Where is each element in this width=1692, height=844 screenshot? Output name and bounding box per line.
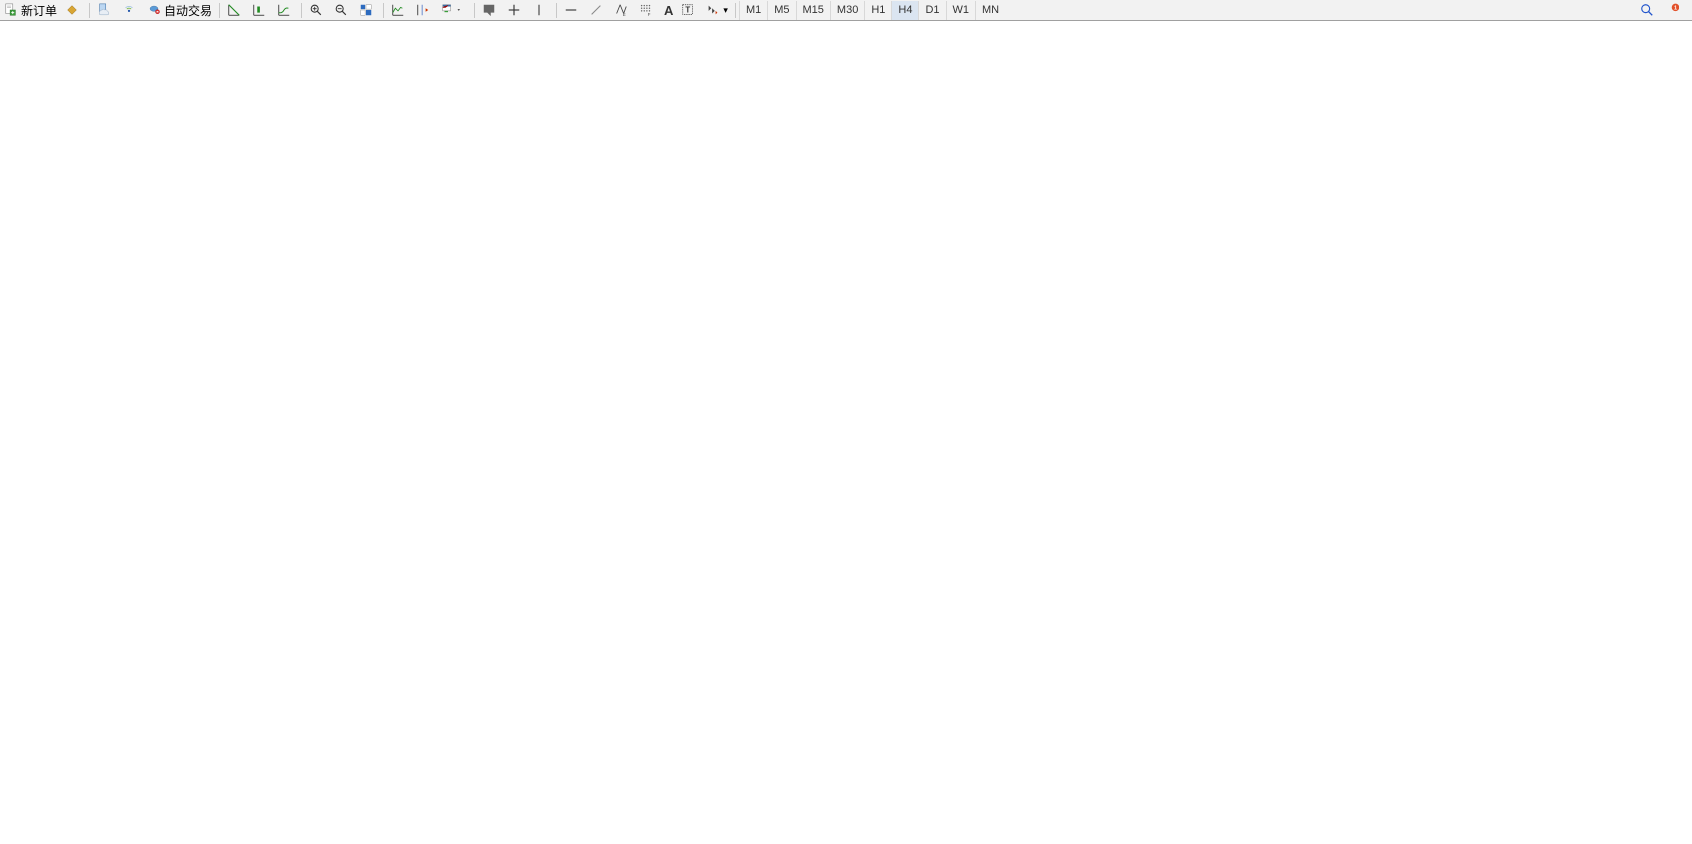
svg-text:T: T (686, 6, 691, 15)
svg-text:F: F (648, 12, 651, 17)
svg-text:E: E (623, 12, 626, 17)
svg-text:1: 1 (1674, 5, 1677, 11)
